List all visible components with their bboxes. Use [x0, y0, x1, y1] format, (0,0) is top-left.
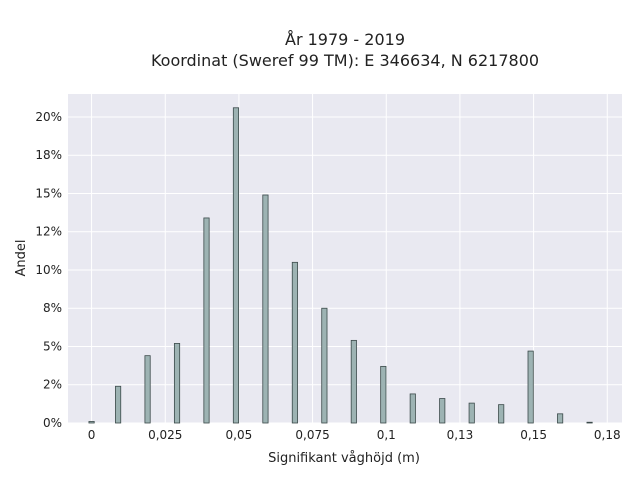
- histogram-bar: [173, 343, 181, 424]
- histogram-bar: [88, 421, 95, 424]
- histogram-bar: [321, 307, 328, 424]
- y-tick-label: 0%: [43, 416, 62, 430]
- histogram-bar: [380, 365, 387, 424]
- x-tick-label: 0,13: [447, 428, 474, 442]
- histogram-bar: [409, 393, 416, 424]
- histogram-bar: [498, 404, 505, 424]
- x-axis-ticks: 0 0,025 0,05 0,075 0,1 0,13 0,15 0,18: [88, 428, 621, 442]
- x-tick-label: 0,1: [377, 428, 396, 442]
- histogram-bar: [586, 421, 593, 424]
- plot-area: [68, 94, 622, 423]
- histogram-bar: [291, 261, 298, 424]
- histogram-bar: [203, 217, 210, 424]
- y-tick-label: 10%: [35, 263, 62, 277]
- x-tick-label: 0,075: [295, 428, 329, 442]
- chart-title: År 1979 - 2019: [285, 30, 405, 49]
- chart-subtitle: Koordinat (Sweref 99 TM): E 346634, N 62…: [151, 51, 539, 70]
- histogram-bar: [439, 398, 446, 424]
- y-tick-label: 8%: [43, 301, 62, 315]
- y-axis-label: Andel: [14, 240, 29, 277]
- grid-lines: [68, 94, 622, 424]
- y-tick-label: 15%: [35, 186, 62, 200]
- x-axis-label: Signifikant våghöjd (m): [268, 451, 420, 466]
- histogram-bar: [115, 385, 122, 424]
- histogram-bar: [350, 339, 357, 424]
- y-tick-label: 5%: [43, 339, 62, 353]
- y-axis-ticks: 0% 2% 5% 8% 10% 12% 15% 18% 20%: [35, 110, 62, 430]
- x-tick-label: 0,15: [520, 428, 547, 442]
- y-tick-label: 18%: [35, 148, 62, 162]
- histogram-bar: [557, 413, 564, 424]
- x-tick-label: 0,025: [148, 428, 182, 442]
- histogram-bar: [468, 402, 475, 424]
- histogram-bar: [262, 194, 269, 424]
- x-tick-label: 0,18: [594, 428, 621, 442]
- x-tick-label: 0,05: [226, 428, 253, 442]
- histogram-bar: [527, 350, 534, 424]
- bars: [88, 107, 593, 424]
- histogram-bar: [232, 107, 240, 424]
- histogram-bar: [144, 355, 151, 424]
- x-tick-label: 0: [88, 428, 96, 442]
- y-tick-label: 20%: [35, 110, 62, 124]
- y-tick-label: 2%: [43, 378, 62, 392]
- y-tick-label: 12%: [35, 225, 62, 239]
